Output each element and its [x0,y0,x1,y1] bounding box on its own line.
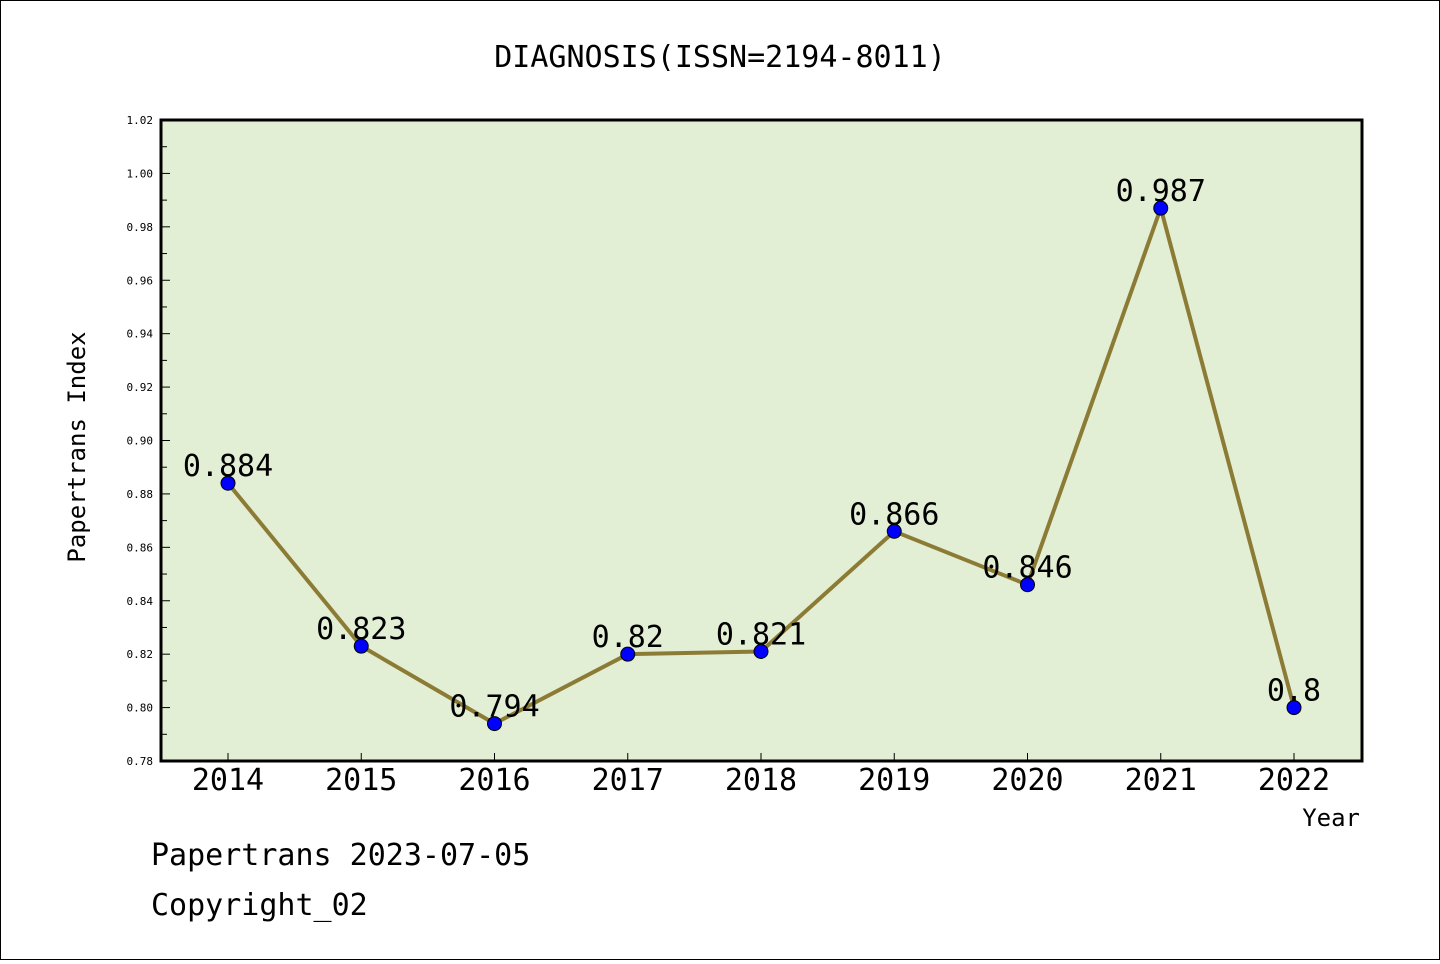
chart-title: DIAGNOSIS(ISSN=2194-8011) [494,40,946,75]
footer-date: Papertrans 2023-07-05 [151,838,530,873]
data-label: 0.821 [716,617,806,652]
data-point [487,716,502,732]
y-tick-label: 1.02 [127,114,154,127]
data-label: 0.8 [1267,674,1321,709]
data-label: 0.82 [592,620,664,655]
x-tick-label: 2019 [858,763,930,798]
data-point [1153,200,1169,216]
y-tick-label: 0.80 [127,702,154,715]
data-label: 0.884 [183,449,273,484]
x-tick-label: 2020 [991,763,1063,798]
footer-copyright: Copyright_02 [151,888,368,923]
x-tick-label: 2015 [325,763,397,798]
y-tick-label: 0.86 [127,541,154,554]
data-point [1286,700,1302,716]
y-tick-label: 0.90 [127,435,154,448]
y-tick-label: 0.82 [127,648,154,661]
x-tick-label: 2021 [1125,763,1197,798]
x-axis-label: Year [1302,804,1360,832]
x-tick-label: 2018 [725,763,797,798]
data-label: 0.823 [316,612,406,647]
data-label: 0.866 [849,497,939,532]
y-tick-label: 0.92 [127,381,154,394]
x-axis: 2014 2015 2016 2017 2018 2019 2020 2021 2022 [192,753,1330,798]
plot-area [161,120,1362,761]
x-tick-label: 2014 [192,763,264,798]
data-point [886,523,902,539]
data-label: 0.794 [449,690,539,725]
y-axis-label: Papertrans Index [63,331,91,562]
data-point [620,646,636,662]
y-tick-label: 0.84 [127,595,154,608]
data-point [220,475,236,491]
y-tick-label: 0.96 [127,274,154,287]
y-tick-label: 0.94 [127,328,154,341]
data-label: 0.987 [1116,174,1206,209]
data-point [353,638,369,654]
x-tick-label: 2016 [458,763,530,798]
x-tick-label: 2017 [592,763,664,798]
y-axis: 0.78 0.80 0.82 0.84 0.86 0.88 0.90 0.92 0.94 0.96… [127,114,170,768]
data-point [1020,577,1035,593]
x-tick-label: 2022 [1258,763,1330,798]
y-tick-label: 0.78 [127,755,154,768]
y-tick-label: 0.88 [127,488,154,501]
y-tick-label: 1.00 [127,167,154,180]
y-tick-label: 0.98 [127,221,154,234]
plot-border [159,118,1364,763]
data-label: 0.846 [982,551,1072,586]
data-point [753,643,769,659]
series-layer: 0.884 0.823 0.794 0.82 0.821 0.866 0.846 0.987 0… [183,174,1321,732]
